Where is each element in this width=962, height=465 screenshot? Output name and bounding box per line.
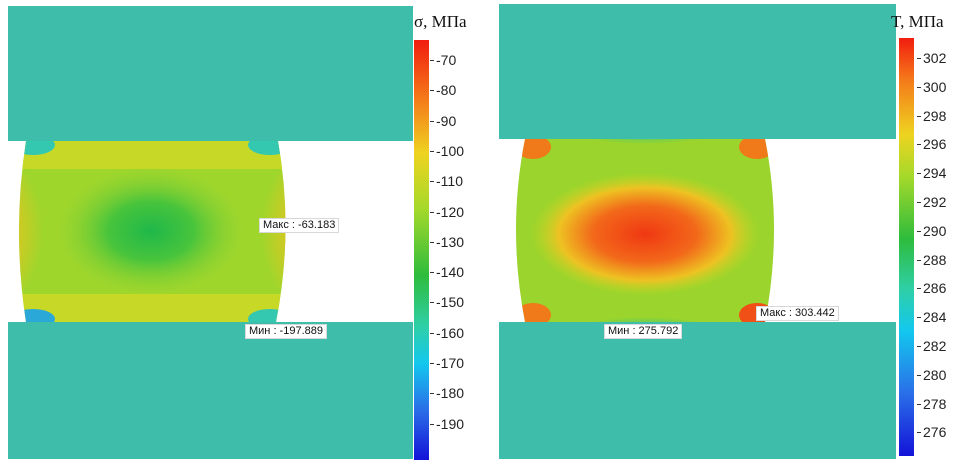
scale-tick-label: -150 [429, 294, 465, 311]
scale-tick-label: -190 [429, 415, 465, 432]
min-probe-label: Мин : 275.792 [604, 324, 683, 339]
scale-tick-label: 292 [916, 194, 947, 210]
scale-tick-label: -110 [430, 173, 463, 190]
scale-tick-label: 278 [916, 395, 947, 412]
lower-die [8, 322, 413, 459]
upper-die [8, 6, 413, 141]
scale-tick-label: -90 [429, 112, 457, 129]
scale-tick-label: -100 [429, 142, 465, 159]
stress-field-sample [8, 141, 413, 322]
scale-tick-label: 302 [916, 50, 947, 66]
scale-tick-label: 296 [916, 136, 947, 153]
scale-tick-label: 286 [916, 280, 947, 297]
scale-tick-label: 298 [916, 107, 947, 124]
scale-title: T, МПа [891, 12, 944, 31]
scale-tick-label: 288 [916, 251, 947, 268]
scale-title: σ, МПа [414, 12, 467, 31]
scale-tick-label: -140 [429, 264, 465, 281]
scale-tick-label: 280 [916, 366, 947, 383]
max-probe-label: Макс : 303.442 [756, 306, 839, 321]
scale-tick-label: -180 [429, 385, 465, 402]
temperature-field-sample [499, 139, 896, 322]
scale-tick-label: -120 [429, 203, 465, 220]
max-probe-label: Макс : -63.183 [259, 218, 340, 233]
scale-tick-label: -170 [429, 355, 465, 371]
upper-die [499, 4, 896, 139]
min-probe-label: Мин : -197.889 [245, 324, 327, 339]
scale-tick-label: 300 [916, 78, 947, 95]
scale-tick-label: 276 [916, 424, 947, 441]
stress-panel: Макс : -63.183 Мин : -197.889 σ, МПа -70… [8, 6, 467, 460]
temperature-contour [516, 139, 774, 322]
stress-contour [19, 141, 286, 322]
scale-tick-label: 284 [916, 309, 947, 326]
scale-tick-label: -80 [429, 82, 457, 99]
temperature-panel: Макс : 303.442 Мин : 275.792 T, МПа 302 3… [492, 0, 962, 465]
scale-tick-label: 282 [916, 338, 947, 354]
scale-tick-label: -130 [429, 233, 465, 250]
scale-tick-label: -70 [429, 52, 457, 68]
lower-die [499, 322, 896, 459]
stress-colorbar [414, 40, 429, 460]
scale-tick-label: -160 [429, 324, 465, 341]
scale-tick-label: 290 [916, 222, 947, 239]
scale-tick-label: 294 [916, 165, 947, 182]
temperature-colorbar [899, 38, 914, 456]
